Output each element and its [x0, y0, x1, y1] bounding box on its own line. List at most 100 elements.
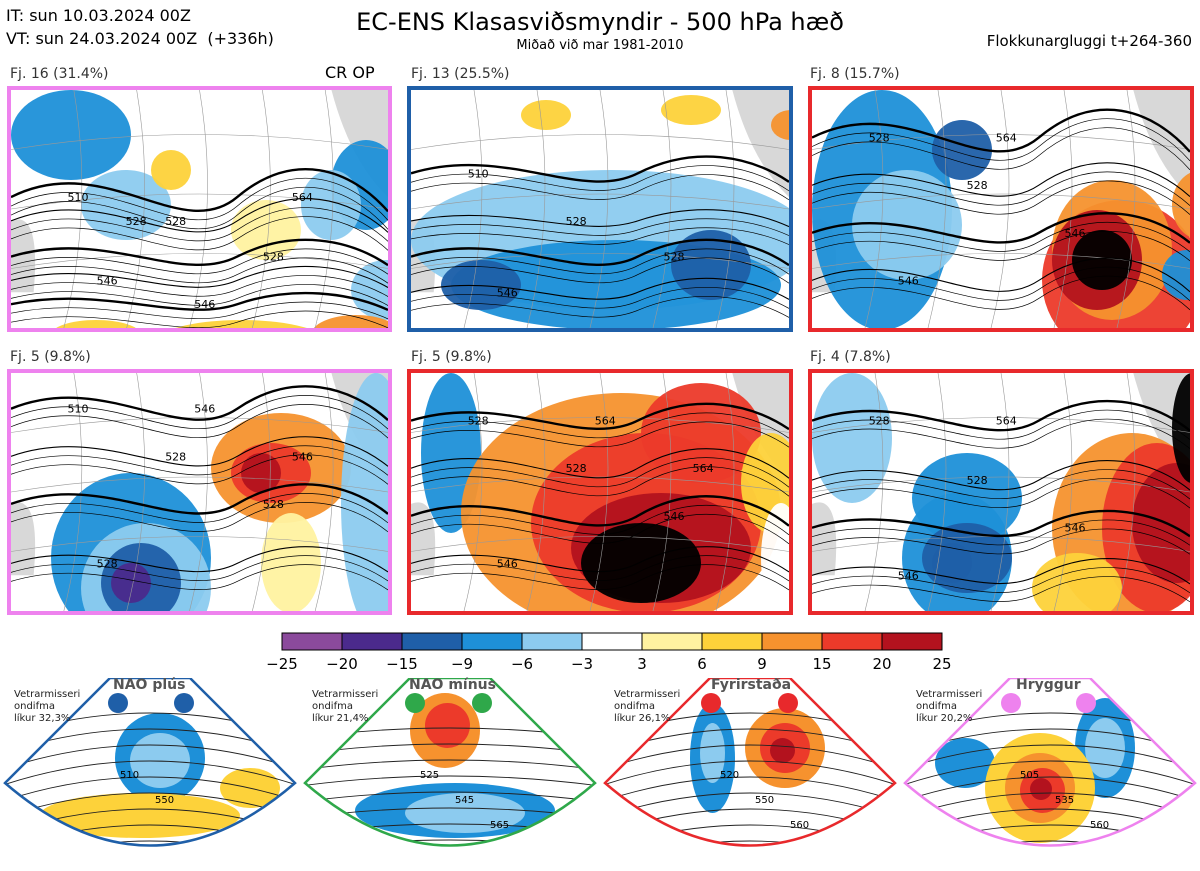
- height-contour: [11, 483, 388, 515]
- anomaly-area: [771, 110, 789, 140]
- height-contour: [411, 287, 789, 309]
- anomaly-area: [1162, 250, 1190, 300]
- land-mask: [812, 502, 837, 576]
- graticule-line: [990, 90, 1010, 328]
- anomaly-area: [521, 100, 571, 130]
- colorbar-tick-label: 15: [812, 655, 832, 673]
- colorbar-tick-label: −25: [266, 655, 298, 673]
- height-contour: [812, 418, 1190, 449]
- graticule-line: [652, 373, 672, 611]
- contour-label: 528: [967, 474, 988, 487]
- colorbar-swatch: [341, 632, 403, 651]
- cluster-label-1: Fj. 16 (31.4%): [10, 66, 109, 82]
- regime-contour-label: 510: [120, 770, 139, 781]
- regime-contour-label: 520: [720, 770, 739, 781]
- contour-label: 546: [898, 569, 919, 582]
- height-contour: [812, 460, 1190, 491]
- regime-sector-border: [3, 678, 297, 847]
- regime-sector-border: [903, 678, 1197, 847]
- regime-contour: [605, 792, 895, 819]
- regime-contour: [5, 776, 295, 803]
- regime-contour-label: 535: [1055, 795, 1074, 806]
- contour-label: 546: [497, 557, 518, 570]
- graticule-line: [526, 90, 546, 328]
- height-contour: [812, 171, 1190, 206]
- anomaly-area: [1132, 463, 1190, 583]
- height-contour: [11, 284, 388, 306]
- height-contour: [411, 227, 789, 245]
- cluster-map-5: 528 528 546 546 564 564: [407, 369, 793, 615]
- height-contour: [11, 301, 388, 320]
- initial-time: IT: sun 10.03.2024 00Z: [6, 6, 191, 25]
- graticule-line: [715, 90, 735, 328]
- regime-contour-label: 560: [790, 820, 809, 831]
- regime-contour: [905, 840, 1195, 846]
- height-contour: [411, 238, 789, 267]
- graticule-line: [652, 90, 672, 328]
- anomaly-area: [231, 200, 301, 260]
- regime-anomaly: [1030, 778, 1052, 800]
- cluster-map-2: 510 528 528 546: [407, 86, 793, 332]
- run-info: IT: sun 10.03.2024 00Z VT: sun 24.03.202…: [6, 4, 274, 50]
- contour-label: 528: [263, 251, 284, 264]
- graticule-line: [11, 476, 388, 493]
- height-contour: [411, 495, 789, 527]
- page-title: EC-ENS Klasasviðsmyndir - 500 hPa hæð: [356, 8, 844, 36]
- regime-contour: [5, 744, 295, 771]
- contour-label: 546: [898, 274, 919, 287]
- height-contour: [812, 127, 1190, 171]
- contour-label: 528: [566, 215, 587, 228]
- contour-label: 510: [68, 403, 89, 416]
- height-contour: [812, 558, 1190, 585]
- height-contour: [11, 546, 388, 573]
- regime-title-nao-minus: NAO mínus: [409, 677, 496, 693]
- contour-label: 564: [996, 415, 1017, 428]
- contour-label: 564: [595, 415, 616, 428]
- height-contour: [11, 404, 388, 439]
- regime-dot-nao-minus-2: [472, 693, 492, 713]
- anomaly-area: [812, 373, 892, 503]
- contour-label: 528: [126, 215, 147, 228]
- regime-anomaly: [770, 738, 795, 763]
- contour-label: 546: [194, 403, 215, 416]
- contour-label: 528: [869, 415, 890, 428]
- regime-map-nao-minus: 525 545 565: [300, 678, 600, 866]
- height-contour: [812, 118, 1190, 162]
- graticule-line: [812, 417, 1190, 433]
- graticule-line: [1116, 90, 1136, 328]
- graticule-line: [126, 90, 145, 328]
- colorbar-swatch: [461, 632, 523, 651]
- height-contour: [11, 265, 388, 289]
- height-contour: [812, 576, 1190, 603]
- regime-contour: [300, 856, 600, 866]
- height-contour: [812, 257, 1190, 293]
- contour-label: 528: [869, 132, 890, 145]
- colorbar-swatch: [281, 632, 343, 651]
- height-contour: [11, 186, 388, 230]
- regime-note-nao-minus: Vetrarmisseri ondifma líkur 21,4%: [312, 689, 379, 724]
- land-mask: [11, 219, 36, 293]
- regime-contour: [5, 792, 295, 819]
- land-mask: [411, 502, 436, 576]
- contour-label: 546: [1065, 522, 1086, 535]
- regime-dot-ridge-1: [1001, 693, 1021, 713]
- height-contour: [11, 257, 388, 284]
- graticule-line: [812, 476, 1190, 493]
- height-contour: [11, 248, 388, 275]
- regime-contour-label: 525: [420, 770, 439, 781]
- regime-dot-nao-plus-2: [174, 693, 194, 713]
- contour-label: 528: [165, 215, 186, 228]
- contour-label: 546: [292, 450, 313, 463]
- graticule-line: [126, 373, 145, 611]
- regime-contour: [605, 840, 895, 846]
- regime-dot-nao-plus-1: [108, 693, 128, 713]
- colorbar-tick-label: −15: [386, 655, 418, 673]
- height-contour: [812, 108, 1190, 153]
- contour-label: 564: [693, 462, 714, 475]
- height-contour: [11, 502, 388, 533]
- anomaly-area: [581, 523, 701, 603]
- height-contour: [11, 310, 388, 328]
- regime-title-ridge: Hryggur: [1016, 677, 1081, 693]
- height-contour: [411, 257, 789, 284]
- colorbar-tick-label: −6: [510, 655, 534, 673]
